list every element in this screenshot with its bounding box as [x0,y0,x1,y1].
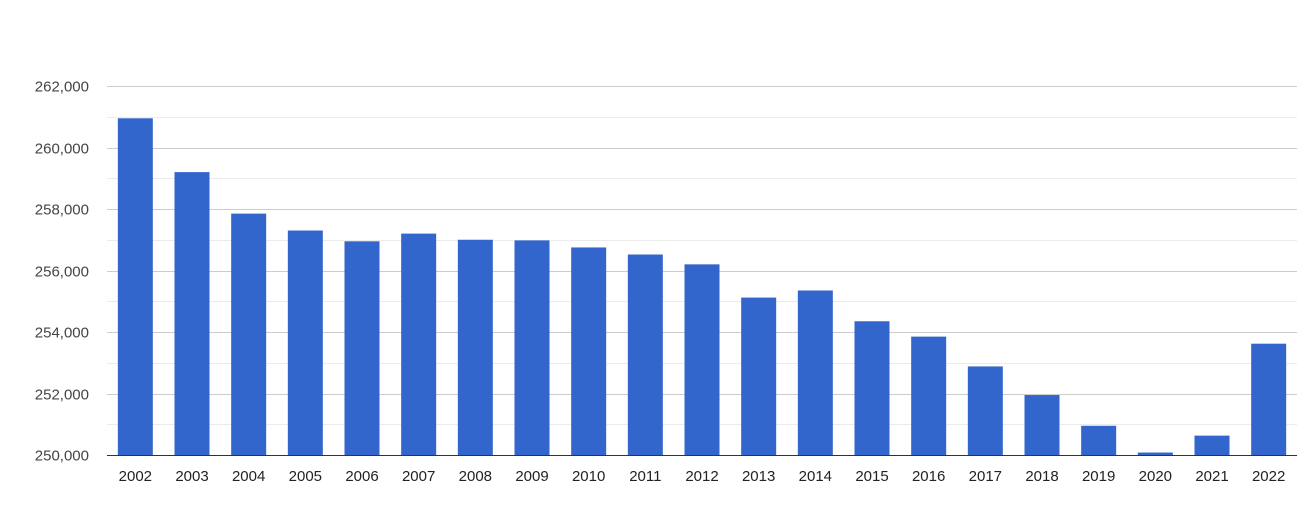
bar-2015[interactable] [854,321,890,455]
bar-2013[interactable] [741,297,777,455]
x-category-label: 2007 [402,468,435,485]
bar-2002[interactable] [117,118,153,455]
bar-2020[interactable] [1137,452,1173,455]
x-category-label: 2006 [345,468,378,485]
bar-2022[interactable] [1251,343,1287,455]
x-category-label: 2017 [969,468,1002,485]
x-category-label: 2021 [1195,468,1228,485]
x-axis-category-labels: 2002 2003 2004 2005 2006 2007 2008 2009 2010 2011… [119,468,1286,485]
x-category-label: 2003 [175,468,208,485]
x-category-label: 2005 [289,468,322,485]
bar-2007[interactable] [401,233,437,455]
x-category-label: 2011 [629,468,661,485]
x-category-label: 2008 [459,468,492,485]
bar-2004[interactable] [231,213,267,455]
y-tick-label: 254,000 [35,325,89,342]
y-tick-label: 260,000 [35,141,89,158]
bar-2010[interactable] [571,247,607,455]
y-tick-label: 256,000 [35,264,89,281]
y-tick-label: 252,000 [35,387,89,404]
y-tick-label: 250,000 [35,448,89,465]
bar-2008[interactable] [457,239,493,455]
bar-2019[interactable] [1081,425,1117,455]
x-category-label: 2009 [515,468,548,485]
x-category-label: 2019 [1082,468,1115,485]
y-tick-label: 258,000 [35,202,89,219]
x-category-label: 2018 [1025,468,1058,485]
bar-2016[interactable] [911,336,947,455]
bar-2006[interactable] [344,241,380,455]
bar-2017[interactable] [967,366,1003,455]
bar-2021[interactable] [1194,435,1230,455]
y-tick-label: 262,000 [35,79,89,96]
bar-2003[interactable] [174,172,210,455]
bar-2009[interactable] [514,240,550,455]
bar-2014[interactable] [797,290,833,455]
bar-2005[interactable] [287,230,323,455]
bars [117,118,1287,455]
x-category-label: 2004 [232,468,265,485]
x-category-label: 2022 [1252,468,1285,485]
bar-2018[interactable] [1024,395,1060,455]
x-category-label: 2020 [1139,468,1172,485]
x-category-label: 2010 [572,468,605,485]
y-axis-tick-labels: 250,000 252,000 254,000 256,000 258,000 260,0… [35,79,89,465]
x-category-label: 2014 [799,468,832,485]
x-category-label: 2002 [119,468,152,485]
x-category-label: 2016 [912,468,945,485]
x-category-label: 2012 [685,468,718,485]
x-category-label: 2013 [742,468,775,485]
x-category-label: 2015 [855,468,888,485]
bar-2012[interactable] [684,264,720,455]
bar-2011[interactable] [627,254,663,455]
